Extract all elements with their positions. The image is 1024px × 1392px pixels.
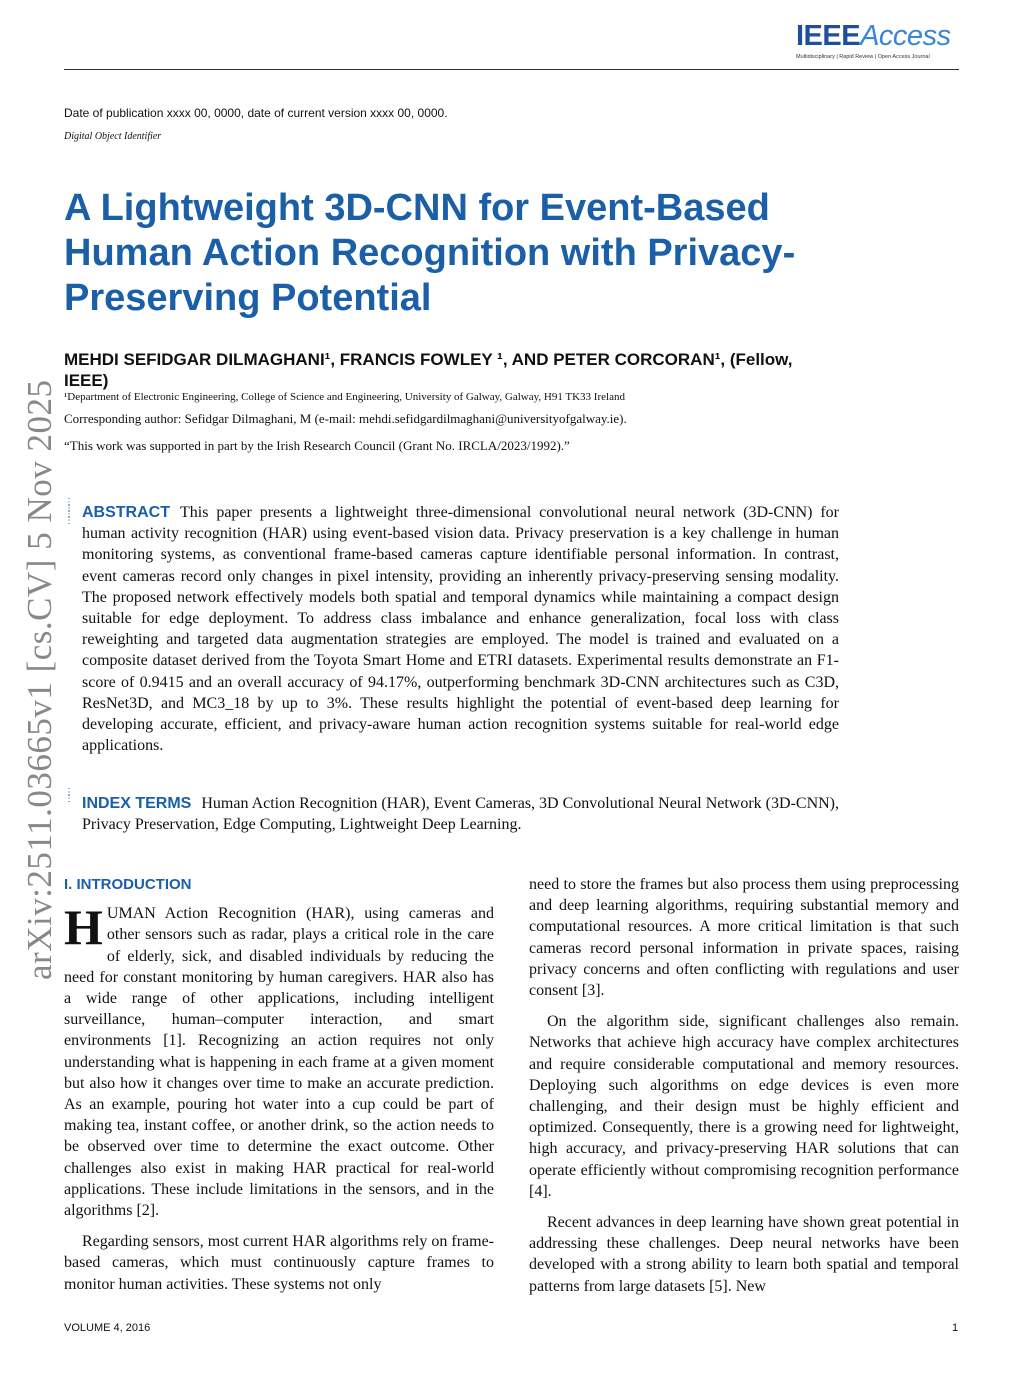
corresponding-author: Corresponding author: Sefidgar Dilmaghan… xyxy=(64,411,627,426)
arxiv-stamp: arXiv:2511.03665v1 [cs.CV] 5 Nov 2025 xyxy=(20,379,59,980)
index-terms-label: INDEX TERMS xyxy=(82,795,192,812)
doi-label: Digital Object Identifier xyxy=(64,131,162,142)
logo-tagline: Multidisciplinary | Rapid Review | Open … xyxy=(796,54,930,60)
abstract-dots: ⋮ ⋮ ⋮ ⋮ xyxy=(64,497,74,526)
section-heading: I. INTRODUCTION xyxy=(64,876,192,893)
index-terms: INDEX TERMS Human Action Recognition (HAR… xyxy=(82,793,839,835)
abstract: ABSTRACT This paper presents a lightweigh… xyxy=(82,502,839,756)
authors: MEHDI SEFIDGAR DILMAGHANI¹, FRANCIS FOWL… xyxy=(64,350,793,390)
affiliation: ¹Department of Electronic Engineering, C… xyxy=(64,391,625,403)
paragraph-text: UMAN Action Recognition (HAR), using cam… xyxy=(64,905,494,1220)
paragraph: On the algorithm side, significant chall… xyxy=(529,1013,959,1200)
index-dots: ⋮ ⋮ xyxy=(64,787,74,804)
funding-note: “This work was supported in part by the … xyxy=(64,438,570,453)
footer-volume: VOLUME 4, 2016 xyxy=(64,1322,151,1334)
index-terms-text: Human Action Recognition (HAR), Event Ca… xyxy=(82,795,839,834)
drop-cap: H xyxy=(64,899,103,956)
ieee-access-logo: IEEEAccess Multidisciplinary | Rapid Rev… xyxy=(796,20,958,60)
right-column: need to store the frames but also proces… xyxy=(529,874,959,1307)
abstract-label: ABSTRACT xyxy=(82,504,170,521)
publication-date: Date of publication xxxx 00, 0000, date … xyxy=(64,106,448,120)
paragraph: need to store the frames but also proces… xyxy=(529,876,959,1000)
abstract-text: This paper presents a lightweight three-… xyxy=(82,504,839,755)
header-rule xyxy=(64,69,959,70)
paper-title: A Lightweight 3D-CNN for Event-Based Hum… xyxy=(64,187,796,319)
paragraph: H UMAN Action Recognition (HAR), using ca… xyxy=(64,899,494,1221)
paragraph: Recent advances in deep learning have sh… xyxy=(529,1214,959,1295)
paragraph: Regarding sensors, most current HAR algo… xyxy=(64,1233,494,1293)
logo-ieee: IEEE xyxy=(796,20,861,52)
left-column: I. INTRODUCTION H UMAN Action Recognition… xyxy=(64,874,494,1305)
page-number: 1 xyxy=(952,1322,959,1334)
logo-access: Access xyxy=(860,20,951,52)
